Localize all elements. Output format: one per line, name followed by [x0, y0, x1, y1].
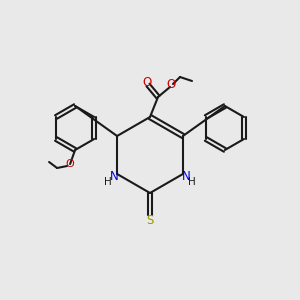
Text: H: H — [188, 177, 196, 187]
Text: S: S — [146, 214, 154, 227]
Text: N: N — [182, 169, 190, 182]
Text: O: O — [167, 79, 176, 92]
Text: H: H — [104, 177, 112, 187]
Text: O: O — [142, 76, 152, 89]
Text: N: N — [110, 169, 118, 182]
Text: O: O — [66, 159, 74, 169]
